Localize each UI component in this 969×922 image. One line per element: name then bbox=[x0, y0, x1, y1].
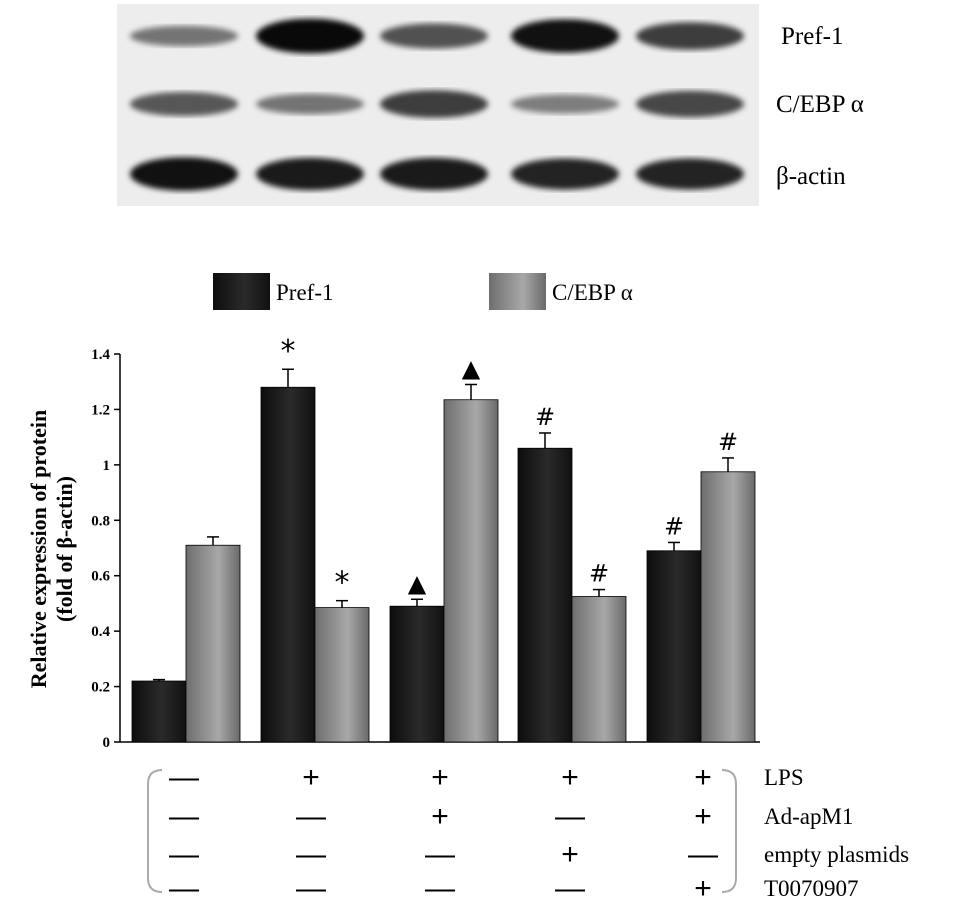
blot-band bbox=[511, 158, 619, 190]
bar-cebpa bbox=[443, 399, 499, 743]
condition-sign: + bbox=[694, 761, 712, 794]
significance-marker: ▲ bbox=[462, 354, 481, 382]
blot-labels: Pref-1 C/EBP α β-actin bbox=[776, 23, 864, 190]
condition-sign: — bbox=[555, 800, 585, 833]
y-tick-label: 1.2 bbox=[91, 402, 110, 418]
bar-pref1 bbox=[646, 550, 702, 743]
condition-sign: — bbox=[296, 838, 326, 871]
blot-band bbox=[130, 157, 238, 191]
y-ticks: 0 0.2 0.4 0.6 0.8 1 1.2 1.4 bbox=[91, 347, 120, 751]
blot-band bbox=[380, 157, 488, 191]
blot-label-cebpa: C/EBP α bbox=[776, 91, 864, 118]
bar-cebpa bbox=[185, 544, 241, 743]
blot-band bbox=[636, 158, 744, 190]
condition-sign: + bbox=[561, 838, 579, 871]
y-tick-label: 0.6 bbox=[91, 569, 110, 585]
bar-pref1 bbox=[260, 386, 316, 743]
bar-pref1 bbox=[131, 680, 187, 743]
bar-cebpa bbox=[700, 471, 756, 743]
y-axis-label-line2: (fold of β-actin) bbox=[52, 476, 77, 622]
western-blot-panel: Pref-1 C/EBP α β-actin bbox=[117, 4, 864, 206]
y-axis-label-line1: Relative expression of protein bbox=[26, 410, 51, 688]
blot-band bbox=[380, 23, 488, 49]
condition-sign: + bbox=[302, 761, 320, 794]
condition-sign: — bbox=[555, 872, 585, 905]
condition-sign: — bbox=[169, 872, 199, 905]
chart-bars: * ▲ # # * ▲ # # bbox=[131, 334, 756, 743]
blot-band bbox=[256, 157, 364, 191]
blot-band bbox=[130, 92, 238, 116]
bar-pref1 bbox=[517, 447, 573, 743]
condition-sign: — bbox=[169, 838, 199, 871]
y-tick-label: 0.2 bbox=[91, 680, 110, 696]
legend-label-pref1: Pref-1 bbox=[276, 280, 333, 305]
legend-swatch-cebpa bbox=[489, 273, 546, 310]
significance-marker: * bbox=[335, 566, 350, 601]
significance-marker: # bbox=[589, 560, 609, 588]
condition-sign: — bbox=[169, 761, 199, 794]
condition-sign: + bbox=[561, 761, 579, 794]
condition-sign: — bbox=[425, 838, 455, 871]
condition-label: Ad-apM1 bbox=[764, 804, 853, 829]
blot-band bbox=[256, 93, 364, 115]
condition-bracket bbox=[147, 769, 163, 893]
chart-legend: Pref-1 C/EBP α bbox=[213, 273, 633, 310]
condition-sign: — bbox=[296, 872, 326, 905]
blot-band bbox=[511, 19, 619, 53]
condition-signs: — + + + +— — + — +— — — + —— — — — + bbox=[169, 761, 718, 905]
significance-marker: # bbox=[718, 428, 738, 456]
blot-band bbox=[511, 94, 619, 114]
condition-sign: + bbox=[431, 800, 449, 833]
blot-bands bbox=[130, 18, 744, 191]
legend-swatch-pref1 bbox=[213, 273, 270, 310]
blot-label-pref1: Pref-1 bbox=[781, 23, 843, 50]
condition-sign: — bbox=[688, 838, 718, 871]
y-tick-label: 0.8 bbox=[91, 513, 110, 529]
significance-marker: * bbox=[281, 334, 296, 369]
significance-marker: ▲ bbox=[408, 569, 427, 597]
blot-band bbox=[256, 18, 364, 54]
blot-band bbox=[636, 22, 744, 50]
bar-cebpa bbox=[314, 607, 370, 743]
y-tick-label: 1.4 bbox=[91, 347, 110, 363]
blot-band bbox=[636, 90, 744, 118]
condition-sign: — bbox=[296, 800, 326, 833]
blot-band bbox=[130, 25, 238, 47]
y-tick-label: 0.4 bbox=[91, 624, 110, 640]
significance-marker: # bbox=[664, 512, 684, 540]
significance-marker: # bbox=[535, 403, 555, 431]
condition-label: empty plasmids bbox=[764, 842, 909, 867]
condition-sign: + bbox=[431, 761, 449, 794]
condition-labels: LPS Ad-apM1 empty plasmids T0070907 bbox=[764, 765, 909, 901]
condition-sign: — bbox=[169, 800, 199, 833]
legend-label-cebpa: C/EBP α bbox=[552, 280, 633, 305]
y-axis-label: Relative expression of protein (fold of … bbox=[26, 410, 77, 688]
bar-cebpa bbox=[571, 596, 627, 743]
condition-label: LPS bbox=[764, 765, 804, 790]
condition-sign: + bbox=[694, 872, 712, 905]
y-tick-label: 0 bbox=[103, 735, 111, 751]
blot-band bbox=[380, 90, 488, 118]
condition-sign: — bbox=[425, 872, 455, 905]
blot-label-bactin: β-actin bbox=[776, 163, 846, 190]
condition-bracket-right bbox=[721, 769, 737, 893]
bar-pref1 bbox=[389, 605, 445, 743]
condition-label: T0070907 bbox=[764, 876, 859, 901]
condition-sign: + bbox=[694, 800, 712, 833]
y-tick-label: 1 bbox=[103, 458, 111, 474]
